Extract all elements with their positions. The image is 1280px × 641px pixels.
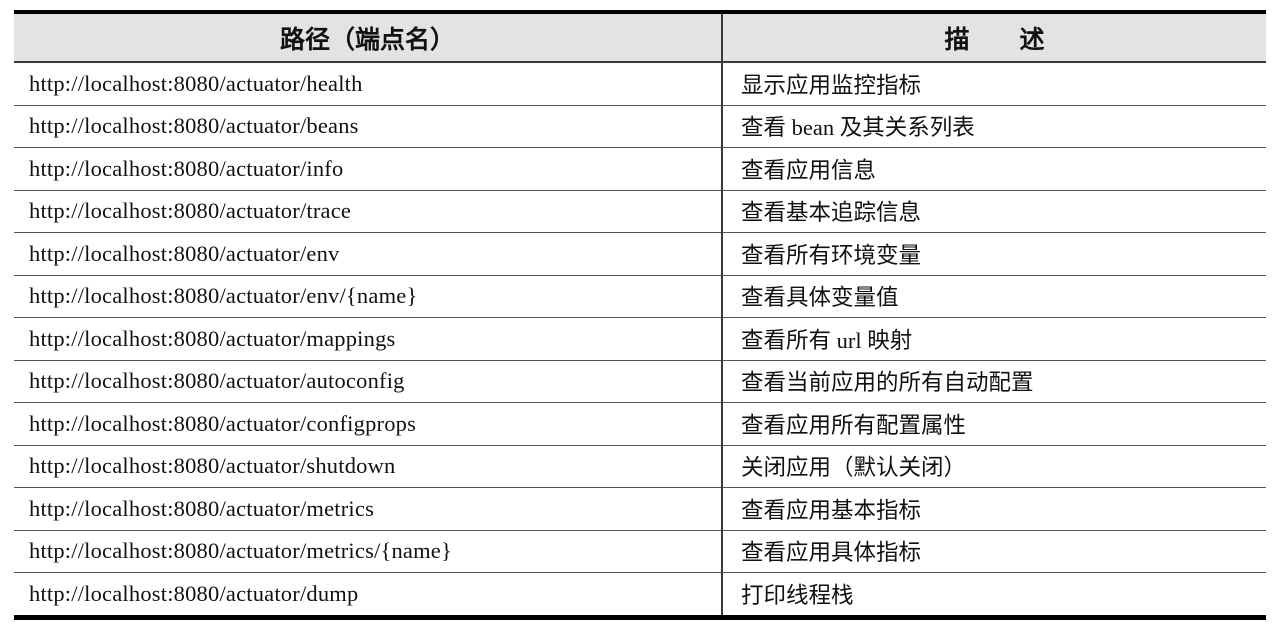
column-header-description: 描 述 bbox=[722, 12, 1266, 63]
endpoint-description-cell: 查看所有环境变量 bbox=[722, 232, 1266, 276]
table-row: http://localhost:8080/actuator/metrics 查… bbox=[14, 487, 1266, 531]
endpoint-path-cell: http://localhost:8080/actuator/mappings bbox=[14, 317, 723, 361]
table-row: http://localhost:8080/actuator/health 显示… bbox=[14, 62, 1266, 106]
table-row: http://localhost:8080/actuator/trace 查看基… bbox=[14, 190, 1266, 233]
endpoint-description-cell: 查看应用所有配置属性 bbox=[722, 402, 1266, 446]
table-row: http://localhost:8080/actuator/metrics/{… bbox=[14, 530, 1266, 573]
table-row: http://localhost:8080/actuator/info 查看应用… bbox=[14, 147, 1266, 191]
endpoint-path-cell: http://localhost:8080/actuator/info bbox=[14, 147, 723, 191]
endpoint-description-cell: 查看具体变量值 bbox=[722, 275, 1266, 318]
endpoint-path-cell: http://localhost:8080/actuator/trace bbox=[14, 190, 723, 233]
column-header-path: 路径（端点名） bbox=[14, 12, 723, 63]
table-row: http://localhost:8080/actuator/shutdown … bbox=[14, 445, 1266, 488]
endpoint-path-cell: http://localhost:8080/actuator/env/{name… bbox=[14, 275, 723, 318]
table-row: http://localhost:8080/actuator/autoconfi… bbox=[14, 360, 1266, 403]
endpoint-description-cell: 查看应用具体指标 bbox=[722, 530, 1266, 573]
endpoint-description-cell: 显示应用监控指标 bbox=[722, 62, 1266, 106]
endpoint-description-cell: 关闭应用（默认关闭） bbox=[722, 445, 1266, 488]
endpoint-path-cell: http://localhost:8080/actuator/autoconfi… bbox=[14, 360, 723, 403]
actuator-endpoints-table: 路径（端点名） 描 述 http://localhost:8080/actuat… bbox=[14, 10, 1266, 620]
table-row: http://localhost:8080/actuator/configpro… bbox=[14, 402, 1266, 446]
endpoint-description-cell: 查看应用信息 bbox=[722, 147, 1266, 191]
endpoint-path-cell: http://localhost:8080/actuator/metrics bbox=[14, 487, 723, 531]
table-row: http://localhost:8080/actuator/env/{name… bbox=[14, 275, 1266, 318]
table-header-row: 路径（端点名） 描 述 bbox=[14, 12, 1266, 63]
endpoint-path-cell: http://localhost:8080/actuator/metrics/{… bbox=[14, 530, 723, 573]
table-body: http://localhost:8080/actuator/health 显示… bbox=[14, 62, 1266, 617]
table-row: http://localhost:8080/actuator/beans 查看 … bbox=[14, 105, 1266, 148]
endpoint-description-cell: 查看当前应用的所有自动配置 bbox=[722, 360, 1266, 403]
table-row: http://localhost:8080/actuator/mappings … bbox=[14, 317, 1266, 361]
endpoint-path-cell: http://localhost:8080/actuator/env bbox=[14, 232, 723, 276]
table-row: http://localhost:8080/actuator/dump 打印线程… bbox=[14, 572, 1266, 617]
endpoint-path-cell: http://localhost:8080/actuator/shutdown bbox=[14, 445, 723, 488]
endpoint-path-cell: http://localhost:8080/actuator/dump bbox=[14, 572, 723, 617]
table-row: http://localhost:8080/actuator/env 查看所有环… bbox=[14, 232, 1266, 276]
endpoint-description-cell: 查看应用基本指标 bbox=[722, 487, 1266, 531]
endpoint-path-cell: http://localhost:8080/actuator/configpro… bbox=[14, 402, 723, 446]
endpoint-description-cell: 打印线程栈 bbox=[741, 582, 854, 608]
endpoint-description-cell: 查看基本追踪信息 bbox=[722, 190, 1266, 233]
endpoint-description-cell: 查看 bean 及其关系列表 bbox=[722, 105, 1266, 148]
endpoint-description-cell: 查看所有 url 映射 bbox=[722, 317, 1266, 361]
endpoint-path-cell: http://localhost:8080/actuator/beans bbox=[14, 105, 723, 148]
endpoint-path-cell: http://localhost:8080/actuator/health bbox=[14, 62, 723, 106]
